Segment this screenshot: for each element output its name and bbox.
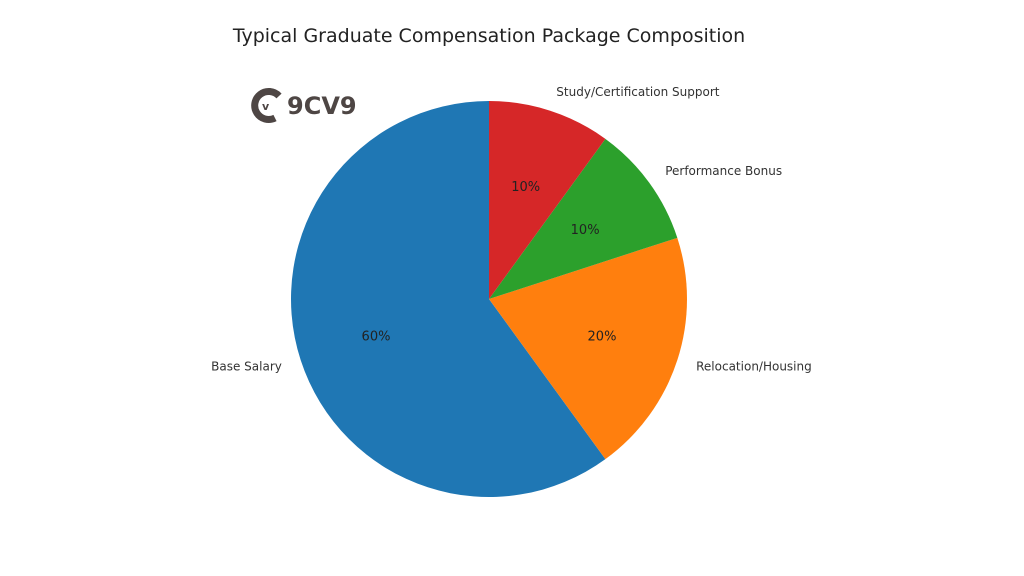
category-label: Base Salary bbox=[211, 359, 282, 373]
pct-label: 10% bbox=[571, 223, 600, 238]
category-label: Relocation/Housing bbox=[696, 359, 812, 373]
pie-slice-study-certification-support bbox=[489, 101, 606, 299]
pct-label: 60% bbox=[362, 330, 391, 345]
pie-slice-base-salary bbox=[291, 101, 606, 498]
category-label: Study/Certification Support bbox=[556, 85, 719, 99]
pct-label: 10% bbox=[511, 180, 540, 195]
svg-text:v: v bbox=[262, 100, 270, 113]
category-label: Performance Bonus bbox=[665, 164, 782, 178]
pie-slice-performance-bonus bbox=[489, 138, 678, 299]
pct-label: 20% bbox=[588, 330, 617, 345]
9cv9-logo-icon: v bbox=[251, 88, 282, 123]
pie-slice-relocation-housing bbox=[489, 237, 687, 460]
watermark-logo: v 9CV9 bbox=[249, 86, 359, 126]
chart-title: Typical Graduate Compensation Package Co… bbox=[232, 25, 746, 47]
watermark-text: 9CV9 bbox=[287, 92, 357, 120]
